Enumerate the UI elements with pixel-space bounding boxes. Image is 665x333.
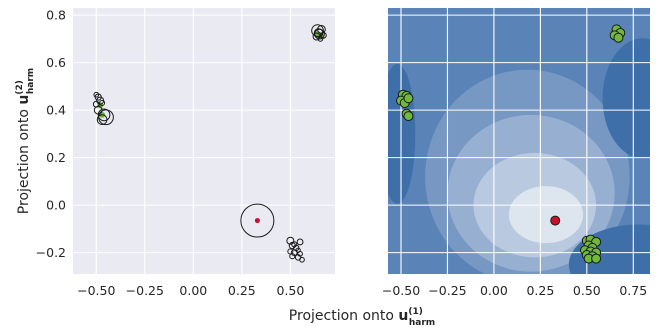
x-tick-label: −0.50 — [77, 283, 115, 298]
y-tick-label: 0.0 — [46, 198, 66, 213]
left-plot-background — [73, 8, 335, 274]
x-tick-label: 0.50 — [276, 283, 304, 298]
x-tick-label: −0.25 — [428, 283, 466, 298]
open-circle — [319, 31, 327, 39]
right-contour-background — [388, 8, 650, 274]
open-circle — [291, 241, 298, 248]
y-axis-label: Projection onto u(2)harm — [15, 68, 36, 214]
open-circle — [286, 236, 295, 245]
y-axis-label-vector: u — [16, 95, 32, 105]
x-tick-label: −0.25 — [126, 283, 164, 298]
open-circle — [93, 91, 100, 98]
open-circle — [295, 247, 301, 253]
right-gridlines — [388, 8, 650, 274]
y-tick-label: 0.4 — [46, 103, 66, 118]
x-tick-label: 0.25 — [228, 283, 256, 298]
x-tick-label: 0.25 — [526, 283, 554, 298]
x-tick-label: 0.75 — [619, 283, 647, 298]
right-contour-panel: −0.50 −0.25 0.00 0.25 0.50 0.75 — [382, 8, 650, 298]
contour-dark-left — [388, 63, 416, 204]
y-axis-label-text: Projection onto — [16, 105, 32, 215]
open-circle — [299, 256, 305, 263]
x-axis-label: Projection onto u(1) harm — [289, 307, 435, 328]
open-circle — [296, 238, 304, 246]
green-point — [403, 111, 414, 122]
x-axis-label-subscript: harm — [409, 318, 435, 328]
green-point — [403, 93, 414, 104]
open-circle — [313, 28, 324, 38]
x-axis-label-text: Projection onto — [289, 308, 399, 324]
green-point — [591, 253, 602, 264]
left-gridlines — [73, 8, 335, 274]
contour-level-4 — [508, 186, 584, 244]
left-y-tick-labels: −0.2 0.0 0.2 0.4 0.6 0.8 — [36, 8, 66, 261]
red-point — [254, 218, 260, 224]
x-axis-label-vector: u — [398, 308, 408, 324]
right-x-tick-labels: −0.50 −0.25 0.00 0.25 0.50 0.75 — [382, 283, 647, 298]
open-circle — [289, 253, 296, 260]
open-circle — [98, 109, 114, 126]
left-x-tick-labels: −0.50 −0.25 0.00 0.25 0.50 — [77, 283, 304, 298]
open-circle — [97, 108, 111, 122]
red-point — [550, 215, 561, 226]
x-tick-label: −0.50 — [382, 283, 420, 298]
x-tick-label: 0.00 — [480, 283, 508, 298]
y-tick-label: −0.2 — [36, 245, 66, 260]
y-tick-label: 0.6 — [46, 55, 66, 70]
y-tick-label: 0.2 — [46, 150, 66, 165]
y-axis-label-subscript: harm — [26, 68, 36, 94]
left-scatter-panel: −0.50 −0.25 0.00 0.25 0.50 −0.2 0.0 0.2 0.4 0.6 0… — [36, 8, 335, 298]
contour-dark-edge — [602, 38, 650, 159]
green-point — [613, 32, 624, 43]
open-circle — [96, 114, 108, 125]
x-axis-label-superscript: (1) — [408, 307, 423, 317]
left-data-marks — [92, 24, 327, 263]
open-circle — [240, 203, 275, 238]
y-tick-label: 0.8 — [46, 8, 66, 23]
right-data-marks — [396, 24, 626, 264]
x-tick-label: 0.50 — [573, 283, 601, 298]
open-circle — [99, 99, 106, 107]
x-tick-label: 0.00 — [179, 283, 207, 298]
y-axis-label-superscript: (2) — [15, 80, 25, 95]
